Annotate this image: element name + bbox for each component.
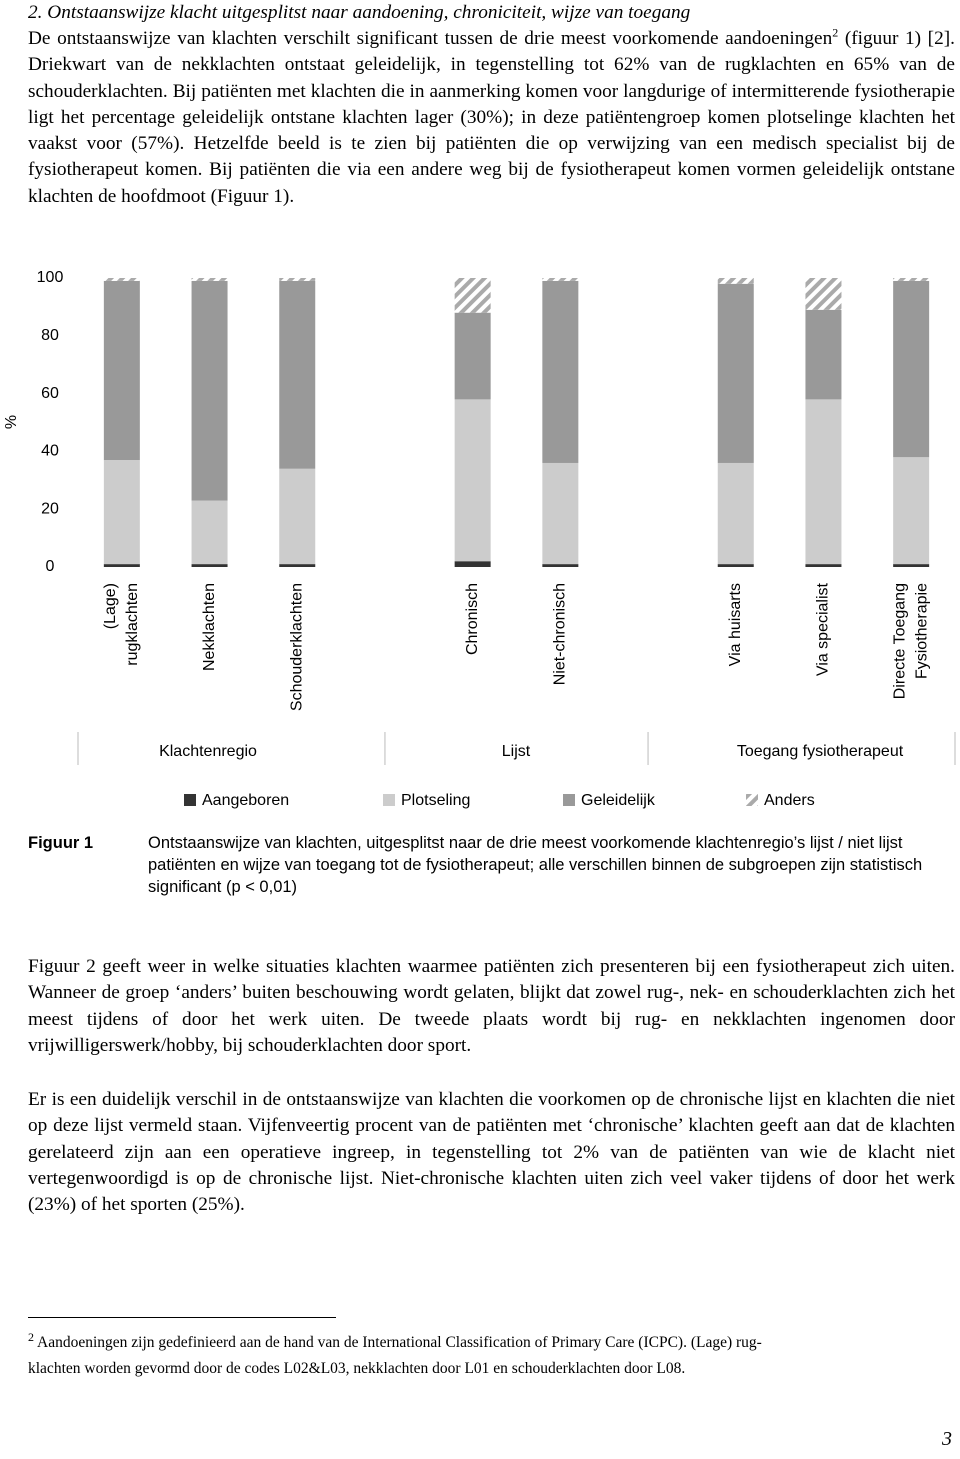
- bar-segment: [191, 500, 228, 565]
- bar-segment: [805, 564, 842, 567]
- legend-label: Plotseling: [401, 792, 470, 809]
- paragraph: De ontstaanswijze van klachten verschilt…: [28, 26, 955, 210]
- bar-segment: [103, 278, 140, 281]
- bar-segment: [805, 399, 842, 565]
- y-tick-label: 20: [41, 500, 59, 517]
- paragraph: Figuur 2 geeft weer in welke situaties k…: [28, 956, 955, 1056]
- bar-segment: [893, 457, 930, 565]
- bar-segment: [103, 564, 140, 567]
- paragraph: Er is een duidelijk verschil in de ontst…: [28, 1089, 955, 1216]
- bar-segment: [893, 278, 930, 281]
- bar-segment: [191, 280, 228, 501]
- y-tick-label: 0: [46, 558, 55, 575]
- y-tick-label: 60: [41, 385, 59, 402]
- y-tick-label: 80: [41, 327, 59, 344]
- footnote-line: Aandoeningen zijn gedefinieerd aan de ha…: [37, 1334, 762, 1351]
- bar-segment: [454, 561, 491, 567]
- y-axis-label: %: [3, 415, 20, 429]
- bar-segment: [279, 564, 316, 567]
- legend-swatch: [184, 794, 196, 806]
- text: (figuur 1) [2]. Driekwart van de nekklac…: [28, 28, 955, 207]
- y-tick-label: 100: [37, 269, 64, 286]
- x-tick-label: Nekklachten: [201, 583, 218, 671]
- page-number: 3: [942, 1428, 952, 1450]
- bar-segment: [279, 280, 316, 469]
- bar-segment: [717, 283, 754, 463]
- footnote-number: 2: [28, 1329, 34, 1344]
- bar-segment: [717, 462, 754, 565]
- bar-segment: [805, 309, 842, 400]
- bar-segment: [191, 564, 228, 567]
- bar-segment: [805, 278, 842, 310]
- x-tick-label: Chronisch: [464, 583, 481, 655]
- bar-segment: [191, 278, 228, 281]
- bar-segment: [279, 278, 316, 281]
- group-label: Klachtenregio: [159, 743, 257, 760]
- y-tick-label: 40: [41, 443, 59, 460]
- bar-segment: [279, 468, 316, 565]
- footnote-rule: [28, 1317, 336, 1318]
- x-tick-label: Niet-chronisch: [552, 583, 569, 685]
- bar-segment: [717, 278, 754, 284]
- group-label: Lijst: [502, 743, 531, 760]
- footnote-ref: 2: [832, 25, 839, 40]
- bar-segment: [454, 312, 491, 400]
- bar-segment: [542, 280, 579, 463]
- chart: % 0 20 40 60 80 100 (Lage) rugklachten Nekklacht…: [3, 269, 956, 809]
- footnote: 2 Aandoeningen zijn gedefinieerd aan de …: [28, 1330, 762, 1356]
- bar-segment: [542, 462, 579, 565]
- bar-segment: [103, 460, 140, 565]
- x-tick-label: rugklachten: [124, 583, 141, 666]
- legend-swatch: [563, 794, 575, 806]
- bar-segment: [454, 278, 491, 313]
- x-tick-label: Via specialist: [815, 582, 832, 676]
- x-tick-label: Directe Toegang: [891, 583, 908, 699]
- legend-swatch: [746, 794, 758, 806]
- legend-swatch: [383, 794, 395, 806]
- x-tick-label: Schouderklachten: [288, 583, 305, 711]
- bar-segment: [717, 564, 754, 567]
- x-tick-label: Fysiotherapie: [913, 583, 930, 679]
- caption-text: Ontstaanswijze van klachten, uitgesplits…: [148, 834, 923, 896]
- bar-segment: [893, 564, 930, 567]
- bar-segment: [454, 399, 491, 562]
- caption-label: Figuur 1: [28, 834, 94, 852]
- group-label: Toegang fysiotherapeut: [737, 743, 904, 760]
- bar-segment: [542, 564, 579, 567]
- x-tick-label: Via huisarts: [727, 583, 744, 666]
- legend-label: Aangeboren: [202, 792, 289, 809]
- text: De ontstaanswijze van klachten verschilt…: [28, 28, 833, 49]
- x-tick-label: (Lage): [102, 583, 119, 629]
- bar-segment: [103, 280, 140, 461]
- heading: 2. Ontstaanswijze klacht uitgesplitst na…: [28, 2, 691, 23]
- legend-label: Geleidelijk: [581, 792, 656, 809]
- footnote-line: klachten worden gevormd door de codes L0…: [28, 1360, 686, 1377]
- legend-label: Anders: [764, 792, 815, 809]
- bar-segment: [893, 280, 930, 458]
- bar-segment: [542, 278, 579, 281]
